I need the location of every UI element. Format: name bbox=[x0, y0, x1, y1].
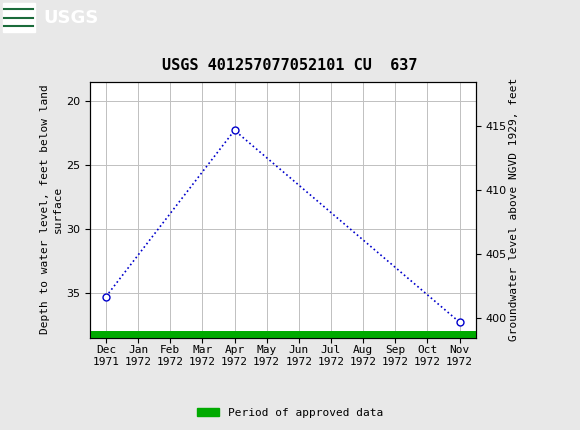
Y-axis label: Depth to water level, feet below land
surface: Depth to water level, feet below land su… bbox=[40, 85, 63, 335]
Legend: Period of approved data: Period of approved data bbox=[193, 403, 387, 422]
Text: USGS 401257077052101 CU  637: USGS 401257077052101 CU 637 bbox=[162, 58, 418, 73]
Y-axis label: Groundwater level above NGVD 1929, feet: Groundwater level above NGVD 1929, feet bbox=[509, 78, 519, 341]
Bar bbox=[90, 331, 476, 338]
Text: USGS: USGS bbox=[44, 9, 99, 27]
FancyBboxPatch shape bbox=[3, 3, 35, 32]
